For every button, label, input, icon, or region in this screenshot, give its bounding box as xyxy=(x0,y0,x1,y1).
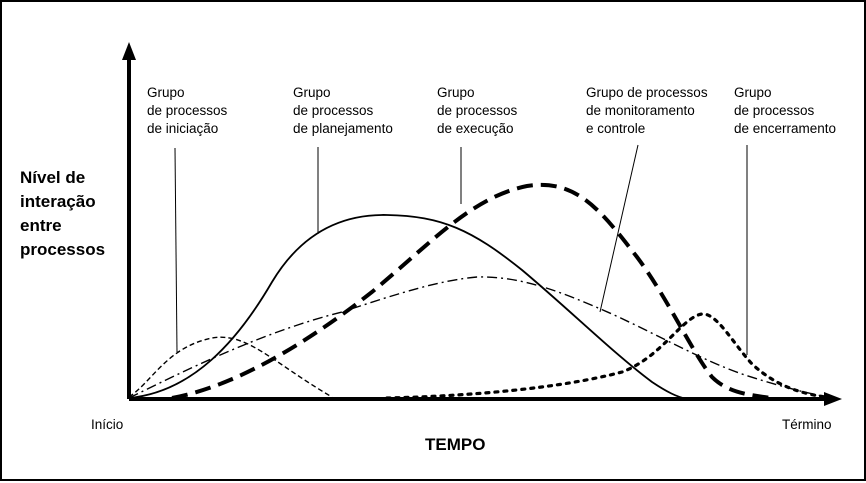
label-execution-line: de execução xyxy=(437,121,514,136)
y-axis-label-line: entre xyxy=(20,216,62,235)
label-monitoring-line: Grupo de processos xyxy=(586,85,708,100)
leader-monitoring xyxy=(599,144,639,313)
label-monitoring-control: Grupo de processos de monitoramento e co… xyxy=(586,85,711,136)
label-monitoring-line: de monitoramento xyxy=(586,103,695,118)
label-initiation-line: Grupo xyxy=(147,85,185,100)
label-monitoring-line: e controle xyxy=(586,121,645,136)
x-axis-label: TEMPO xyxy=(425,435,485,454)
label-execution: Grupo de processos de execução xyxy=(437,85,521,136)
curve-closing xyxy=(385,312,834,400)
label-planning-line: de planejamento xyxy=(293,121,393,136)
curve-planning xyxy=(128,214,688,400)
leader-initiation xyxy=(174,147,178,353)
y-axis-label: Nível de interação entre processos xyxy=(20,168,105,259)
label-execution-line: Grupo xyxy=(437,85,475,100)
label-closing-line: de processos xyxy=(734,103,815,118)
label-planning: Grupo de processos de planejamento xyxy=(293,85,393,136)
curve-monitoring-control xyxy=(128,276,828,399)
curve-initiation xyxy=(128,336,333,398)
x-axis-end-label: Término xyxy=(782,417,832,432)
label-closing-line: de encerramento xyxy=(734,121,836,136)
label-initiation: Grupo de processos de iniciação xyxy=(147,85,231,136)
label-closing: Grupo de processos de encerramento xyxy=(734,85,836,136)
label-initiation-line: de iniciação xyxy=(147,121,218,136)
x-axis-start-label: Início xyxy=(91,417,123,432)
y-axis-label-line: interação xyxy=(20,192,96,211)
label-planning-line: de processos xyxy=(293,103,374,118)
y-axis-arrow xyxy=(122,42,136,60)
label-initiation-line: de processos xyxy=(147,103,228,118)
label-planning-line: Grupo xyxy=(293,85,331,100)
curve-execution xyxy=(171,182,773,400)
y-axis-label-line: Nível de xyxy=(20,168,85,187)
label-execution-line: de processos xyxy=(437,103,518,118)
label-closing-line: Grupo xyxy=(734,85,772,100)
y-axis-label-line: processos xyxy=(20,240,105,259)
